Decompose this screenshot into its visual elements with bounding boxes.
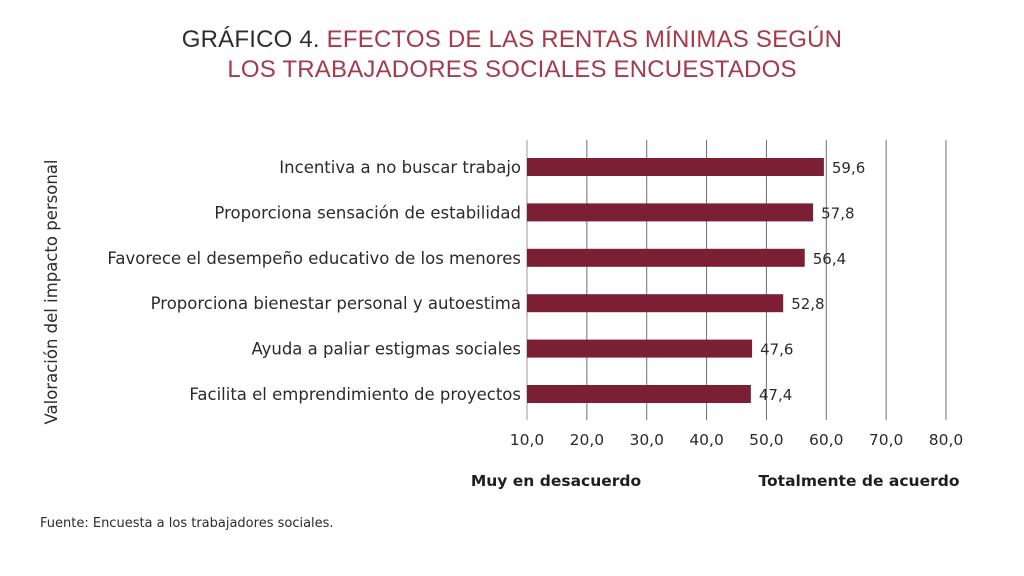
x-tick-label-80: 80,0 <box>929 431 964 449</box>
chart-title-prefix: GRÁFICO 4. <box>181 26 320 53</box>
bar-2 <box>527 203 814 222</box>
value-label-3: 56,4 <box>813 250 846 268</box>
x-tick-label-20: 20,0 <box>570 431 605 449</box>
category-label-3: Favorece el desempeño educativo de los m… <box>107 249 521 268</box>
bar-1 <box>527 158 824 176</box>
scale-right-label: Totalmente de acuerdo <box>759 472 960 490</box>
x-tick-label-50: 50,0 <box>749 431 784 449</box>
chart-title-line-2: LOS TRABAJADORES SOCIALES ENCUESTADOS <box>227 56 797 83</box>
chart-title-main: EFECTOS DE LAS RENTAS MÍNIMAS SEGÚN <box>326 26 843 53</box>
bar-chart: Incentiva a no buscar trabajo 59,6 Proporc… <box>42 140 964 490</box>
source-note: Fuente: Encuesta a los trabajadores soci… <box>40 516 334 531</box>
x-tick-label-30: 30,0 <box>629 431 664 449</box>
x-tick-label-60: 60,0 <box>809 431 844 449</box>
category-label-1: Incentiva a no buscar trabajo <box>279 158 521 177</box>
y-axis-title: Valoración del impacto personal <box>42 160 61 425</box>
scale-left-label: Muy en desacuerdo <box>471 472 641 490</box>
category-label-2: Proporciona sensación de estabilidad <box>214 203 521 222</box>
bar-6 <box>527 385 751 403</box>
chart-title-line-1: GRÁFICO 4. EFECTOS DE LAS RENTAS MÍNIMAS… <box>0 26 1024 54</box>
category-label-4: Proporciona bienestar personal y autoest… <box>151 294 521 313</box>
x-tick-label-40: 40,0 <box>689 431 724 449</box>
bar-5 <box>527 339 753 358</box>
bar-4 <box>527 294 784 313</box>
x-tick-label-10: 10,0 <box>510 431 545 449</box>
value-label-4: 52,8 <box>791 295 824 313</box>
value-label-5: 47,6 <box>760 341 793 359</box>
value-label-6: 47,4 <box>759 386 792 404</box>
bar-3 <box>527 248 805 267</box>
value-label-2: 57,8 <box>821 204 854 222</box>
category-label-6: Facilita el emprendimiento de proyectos <box>189 385 521 404</box>
category-label-5: Ayuda a paliar estigmas sociales <box>251 340 521 359</box>
x-tick-label-70: 70,0 <box>869 431 904 449</box>
value-label-1: 59,6 <box>832 159 865 177</box>
